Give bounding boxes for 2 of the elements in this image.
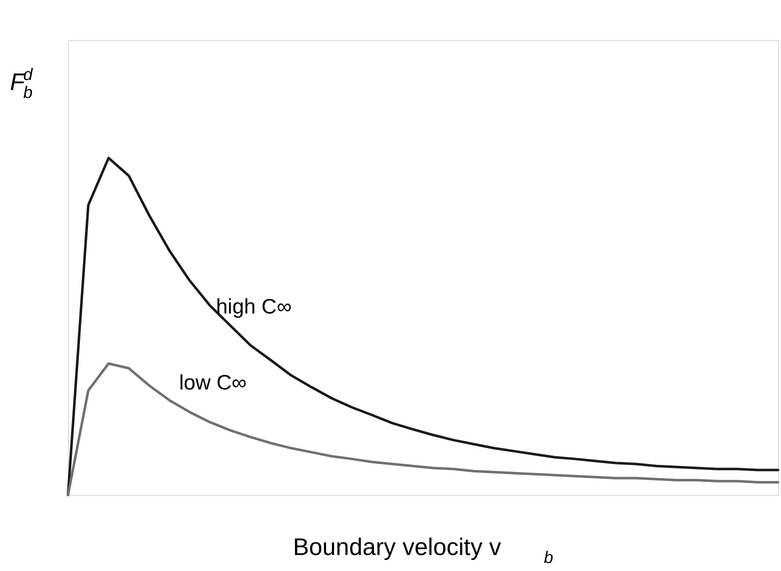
series-label: low C∞	[179, 371, 247, 394]
series-label: high C∞	[216, 296, 292, 319]
